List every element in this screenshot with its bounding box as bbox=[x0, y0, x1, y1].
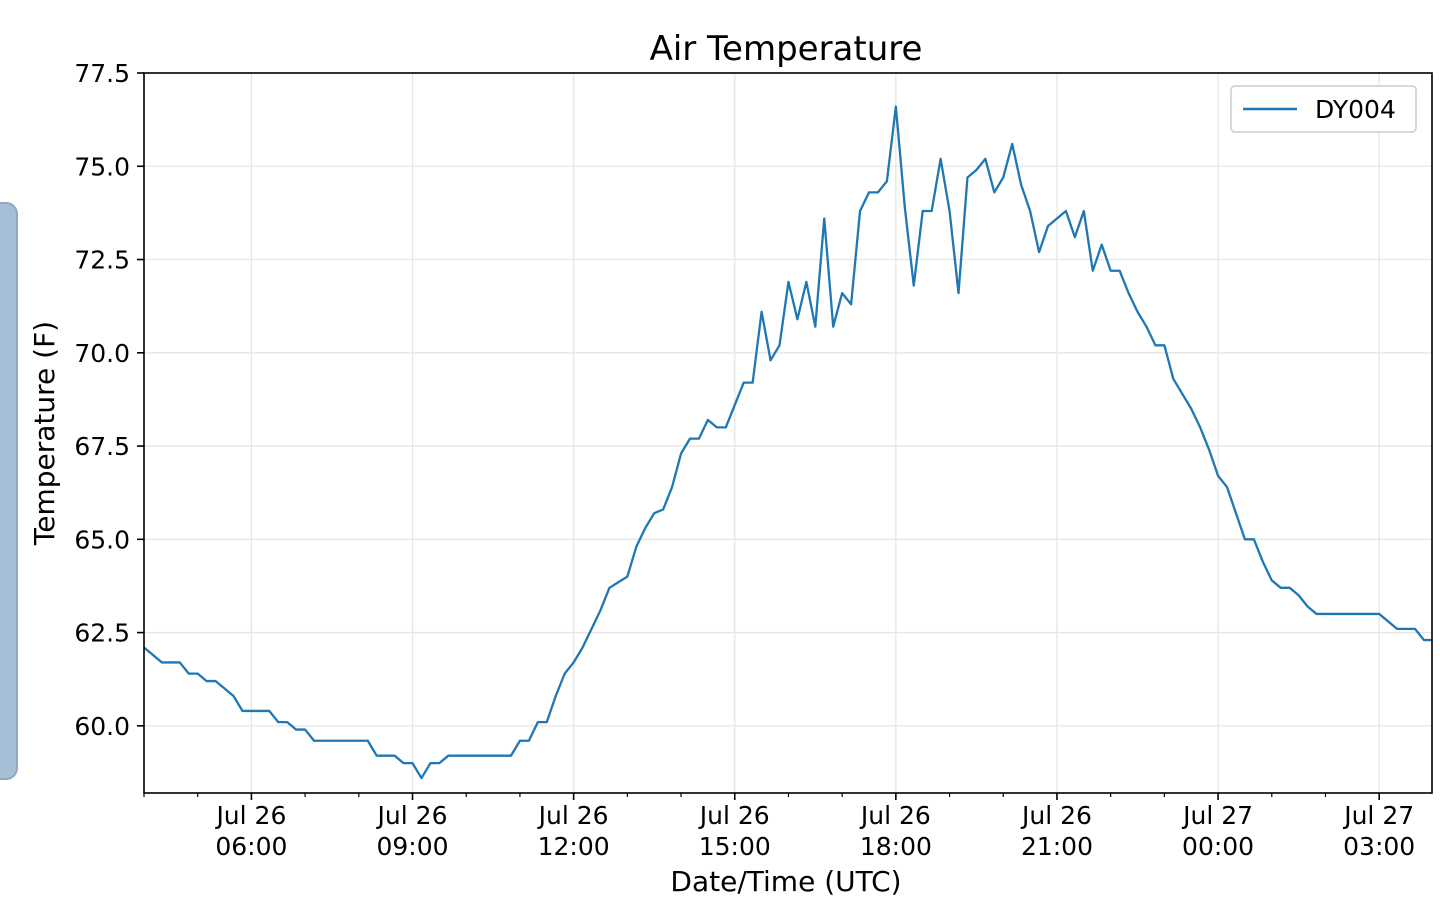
x-tick-label-time: 12:00 bbox=[538, 832, 610, 861]
x-tick-label-date: Jul 26 bbox=[859, 801, 931, 830]
chart-title: Air Temperature bbox=[650, 29, 923, 69]
x-tick-label-date: Jul 26 bbox=[1020, 801, 1092, 830]
x-tick-label-date: Jul 26 bbox=[537, 801, 609, 830]
y-tick-label: 77.5 bbox=[74, 59, 130, 88]
y-tick-label: 75.0 bbox=[74, 152, 130, 181]
side-panel-tab[interactable] bbox=[0, 202, 18, 780]
y-tick-label: 65.0 bbox=[74, 525, 130, 554]
legend-box bbox=[1230, 85, 1417, 133]
y-axis: 60.0 62.5 65.0 67.5 70.0 72.5 75.0 77.5 bbox=[74, 59, 144, 741]
x-tick-label-date: Jul 26 bbox=[376, 801, 448, 830]
x-tick-label-time: 15:00 bbox=[699, 832, 771, 861]
plot-frame bbox=[143, 72, 1433, 794]
x-tick-label-time: 09:00 bbox=[376, 832, 448, 861]
x-tick-label-time: 00:00 bbox=[1182, 832, 1254, 861]
x-tick-label-date: Jul 26 bbox=[214, 801, 286, 830]
grid-lines bbox=[144, 72, 1432, 793]
y-tick-label: 70.0 bbox=[74, 339, 130, 368]
y-tick-label: 67.5 bbox=[74, 432, 130, 461]
series-layer bbox=[144, 105, 1432, 780]
y-tick-label: 62.5 bbox=[74, 619, 130, 648]
x-tick-label-date: Jul 27 bbox=[1342, 801, 1414, 830]
x-tick-label-time: 18:00 bbox=[860, 832, 932, 861]
x-tick-label-time: 03:00 bbox=[1343, 832, 1415, 861]
series-line-dy004 bbox=[144, 105, 1432, 780]
y-axis-title: Temperature (F) bbox=[28, 321, 61, 546]
x-axis-title: Date/Time (UTC) bbox=[670, 865, 901, 898]
y-tick-label: 60.0 bbox=[74, 712, 130, 741]
legend-label-dy004: DY004 bbox=[1315, 95, 1396, 124]
x-tick-label-time: 21:00 bbox=[1021, 832, 1093, 861]
legend: DY004 bbox=[1230, 85, 1417, 133]
x-tick-label-date: Jul 26 bbox=[698, 801, 770, 830]
x-tick-label-date: Jul 27 bbox=[1181, 801, 1253, 830]
y-tick-label: 72.5 bbox=[74, 246, 130, 275]
x-tick-label-time: 06:00 bbox=[215, 832, 287, 861]
